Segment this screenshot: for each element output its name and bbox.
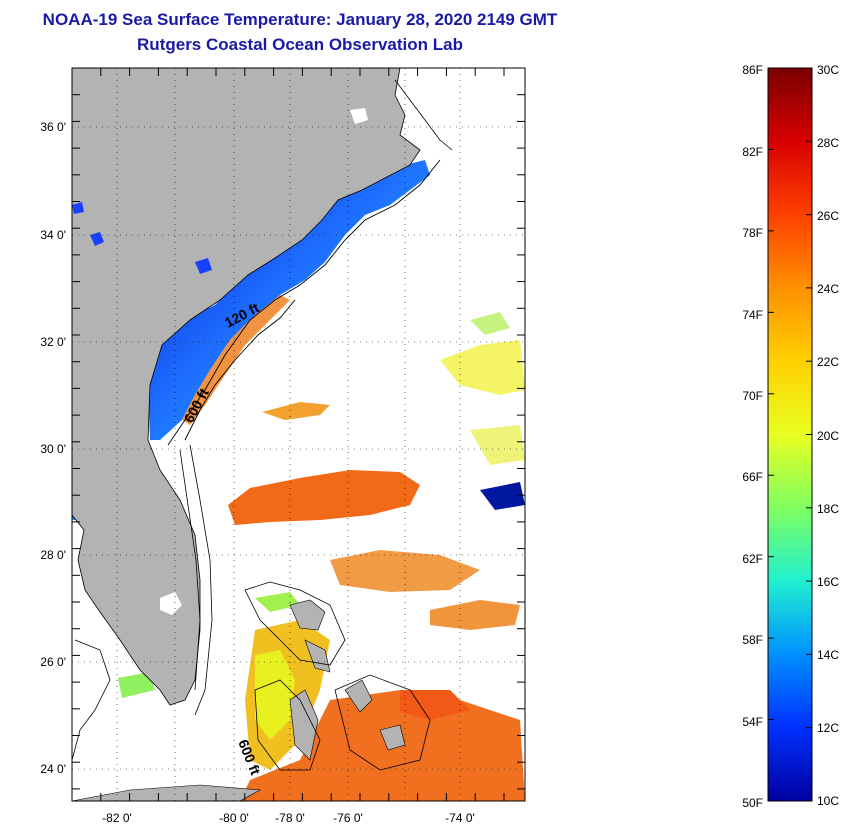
lat-label: 32 0' bbox=[40, 335, 66, 349]
land-mainland bbox=[72, 68, 421, 706]
contour-bahamas bbox=[334, 674, 431, 771]
f-label: 54F bbox=[742, 715, 763, 729]
c-label: 20C bbox=[817, 429, 839, 443]
land-bahamas bbox=[344, 679, 373, 713]
colorbar bbox=[767, 67, 813, 802]
f-label: 58F bbox=[742, 633, 763, 647]
land-bahamas bbox=[289, 599, 326, 631]
lat-label: 30 0' bbox=[40, 442, 66, 456]
f-label: 78F bbox=[742, 226, 763, 240]
yellow-patch bbox=[470, 425, 525, 465]
f-label: 74F bbox=[742, 308, 763, 322]
f-label: 86F bbox=[742, 63, 763, 77]
contour-florida-inner bbox=[179, 449, 201, 691]
land-andros bbox=[289, 689, 319, 761]
contour-bahamas bbox=[254, 679, 321, 771]
warm-patch bbox=[262, 402, 330, 420]
cloud-cold-patch bbox=[480, 482, 525, 510]
contour-bahamas bbox=[244, 581, 346, 666]
lon-label: -76 0' bbox=[333, 811, 363, 825]
graticule bbox=[72, 68, 525, 801]
c-label: 24C bbox=[817, 282, 839, 296]
contour-florida-shelf bbox=[189, 444, 213, 716]
gulf-stream-patch bbox=[228, 470, 420, 525]
contour-120ft bbox=[167, 159, 441, 446]
shelf-cold-water bbox=[148, 160, 430, 440]
c-label: 30C bbox=[817, 63, 839, 77]
land-bahamas bbox=[379, 724, 406, 751]
lon-axis: -82 0' -80 0' -78 0' -76 0' -74 0' bbox=[102, 811, 475, 825]
colorbar-ticks bbox=[768, 67, 812, 802]
warm-patch-south bbox=[240, 690, 525, 801]
shelf-edge-warm bbox=[182, 295, 290, 425]
c-label: 26C bbox=[817, 209, 839, 223]
c-label: 10C bbox=[817, 794, 839, 808]
contour-north bbox=[394, 79, 453, 151]
axis-ticks bbox=[71, 67, 525, 801]
map-title: NOAA-19 Sea Surface Temperature: January… bbox=[42, 10, 558, 29]
f-label: 62F bbox=[742, 552, 763, 566]
lat-label: 28 0' bbox=[40, 548, 66, 562]
c-label: 18C bbox=[817, 502, 839, 516]
lon-label: -80 0' bbox=[219, 811, 249, 825]
c-label: 16C bbox=[817, 575, 839, 589]
f-label: 82F bbox=[742, 145, 763, 159]
green-patch bbox=[255, 592, 300, 612]
green-patch bbox=[470, 312, 510, 335]
f-label: 50F bbox=[742, 796, 763, 810]
inland-lake bbox=[195, 258, 212, 274]
lat-label: 36 0' bbox=[40, 120, 66, 134]
lon-label: -82 0' bbox=[102, 811, 132, 825]
lat-axis: 36 0' 34 0' 32 0' 30 0' 28 0' 26 0' 24 0… bbox=[40, 120, 66, 776]
inland-water bbox=[350, 108, 368, 124]
lon-label: -74 0' bbox=[445, 811, 475, 825]
land-cuba bbox=[72, 784, 262, 801]
warm-patch bbox=[430, 600, 520, 630]
c-label: 22C bbox=[817, 355, 839, 369]
bahamas-yellow-water bbox=[255, 650, 295, 740]
c-label: 12C bbox=[817, 721, 839, 735]
warm-patch bbox=[330, 550, 480, 592]
c-label: 14C bbox=[817, 648, 839, 662]
map-border bbox=[71, 67, 526, 802]
map-subtitle: Rutgers Coastal Ocean Observation Lab bbox=[137, 35, 463, 54]
inland-lake bbox=[90, 232, 104, 246]
colorbar-c-labels: 30C 28C 26C 24C 22C 20C 18C 16C 14C 12C … bbox=[817, 63, 839, 808]
cool-yellow-patch bbox=[440, 340, 525, 395]
colorbar-f-labels: 86F 82F 78F 74F 70F 66F 62F 58F 54F 50F bbox=[742, 63, 763, 810]
contour-600ft bbox=[184, 299, 296, 441]
lat-label: 34 0' bbox=[40, 228, 66, 242]
lat-label: 24 0' bbox=[40, 762, 66, 776]
f-label: 66F bbox=[742, 470, 763, 484]
lat-label: 26 0' bbox=[40, 655, 66, 669]
warm-patch bbox=[400, 690, 470, 720]
green-patch bbox=[118, 672, 155, 698]
c-label: 28C bbox=[817, 136, 839, 150]
lake-okeechobee bbox=[160, 592, 182, 615]
lon-label: -78 0' bbox=[275, 811, 305, 825]
f-label: 70F bbox=[742, 389, 763, 403]
inland-lake bbox=[72, 202, 84, 214]
